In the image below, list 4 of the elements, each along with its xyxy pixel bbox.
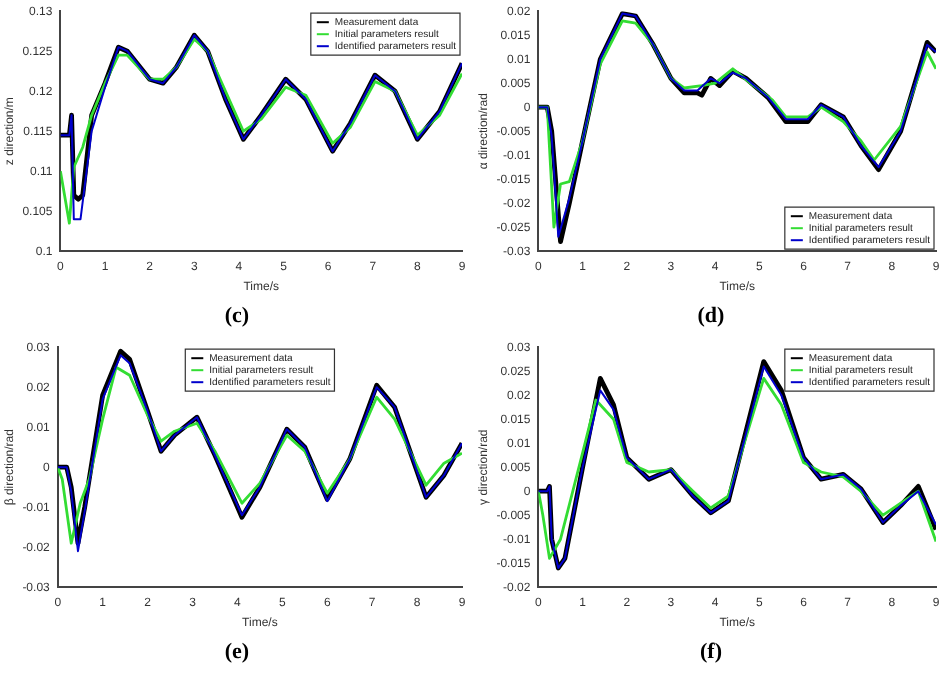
text: (f) bbox=[698, 638, 724, 668]
text: (e) bbox=[222, 638, 252, 668]
text: (d) bbox=[695, 302, 727, 332]
text: (c) bbox=[222, 302, 252, 332]
